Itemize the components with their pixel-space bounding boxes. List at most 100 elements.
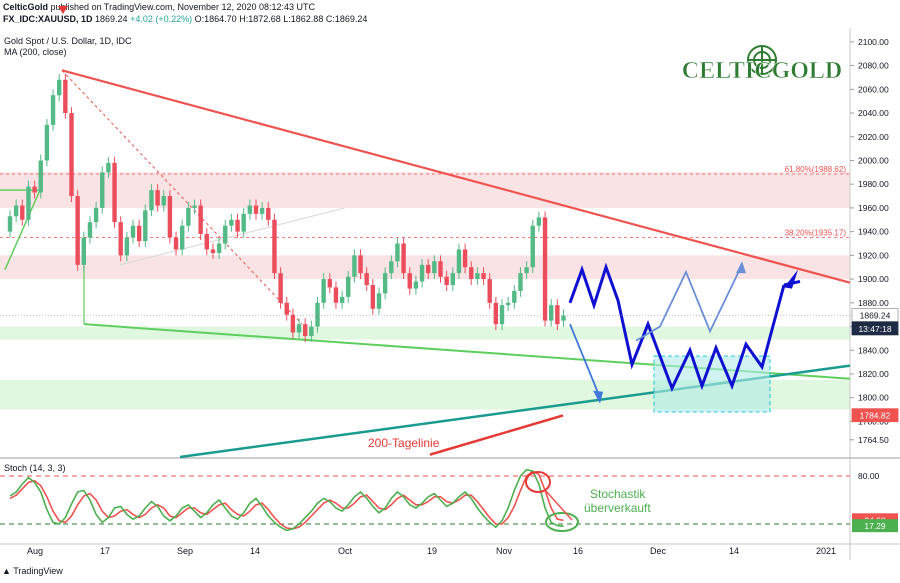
dashed-decline-line — [61, 69, 303, 325]
candle-body — [309, 326, 314, 337]
candle-body — [50, 95, 56, 125]
tradingview-footer: ▲ TradingView — [2, 566, 63, 576]
candle-body — [93, 207, 99, 223]
candle-body — [118, 222, 123, 256]
candle-body — [419, 264, 425, 282]
candle-body — [395, 243, 400, 262]
candle-body — [438, 261, 443, 277]
ohlc-close: C:1869.24 — [325, 14, 368, 24]
fibonacci-label: 61.80%(1988.62) — [785, 165, 847, 174]
x-tick-label: 2021 — [816, 546, 836, 556]
high-marker-icon — [58, 6, 68, 14]
candle-body — [272, 219, 277, 274]
resistance-zone-upper — [0, 172, 850, 208]
candle-body — [549, 305, 554, 321]
stoch-legend: Stoch (14, 3, 3) — [4, 463, 66, 473]
candle-body — [450, 273, 455, 286]
fibonacci-label: 38.20%(1935.17) — [785, 228, 847, 237]
candle-body — [130, 225, 136, 238]
projection-down-path — [569, 323, 601, 399]
candle-body — [136, 225, 142, 242]
candle-body — [456, 249, 462, 274]
y-tick-label: 1900.00 — [858, 274, 889, 284]
candle-body — [266, 207, 271, 220]
candle-body — [524, 267, 529, 274]
ma-200-line-faint — [119, 207, 346, 266]
candle-body — [536, 217, 542, 226]
x-tick-label: 17 — [100, 546, 110, 556]
candle-body — [555, 305, 560, 325]
ma-legend: MA (200, close) — [4, 47, 67, 57]
candle-body — [358, 255, 363, 274]
candle-body — [493, 302, 499, 325]
x-tick-label: Oct — [338, 546, 353, 556]
candle-body — [81, 237, 86, 265]
candle-body — [370, 285, 376, 309]
candle-body — [149, 190, 154, 211]
price-label-box — [851, 321, 899, 336]
candle-body — [13, 205, 19, 217]
overbought-circle — [525, 471, 551, 493]
candle-body — [389, 261, 394, 274]
candle-body — [499, 305, 505, 325]
stoch-annotation-2: überverkauft — [584, 501, 651, 515]
candle-body — [63, 79, 68, 114]
candle-body — [296, 324, 302, 333]
candle-body — [57, 79, 62, 96]
x-tick-label: 16 — [573, 546, 583, 556]
candle-body — [339, 296, 345, 303]
candle-body — [376, 293, 382, 309]
candle-body — [346, 276, 351, 297]
candle-body — [352, 255, 357, 277]
x-tick-label: Nov — [496, 546, 513, 556]
candle-body — [259, 207, 265, 214]
logo-text: CELTICGOLD — [682, 58, 843, 84]
y-tick-label: 2060.00 — [858, 84, 889, 94]
oversold-circle — [545, 512, 579, 532]
candle-body — [530, 225, 535, 268]
y-tick-label: 2000.00 — [858, 155, 889, 165]
candle-body — [223, 225, 228, 244]
stoch-k-line — [9, 468, 564, 532]
candle-body — [155, 190, 160, 206]
candle-body — [20, 205, 25, 220]
ohlc-line: FX_IDC:XAUUSD, 1D 1869.24 +4.02 (+0.22%)… — [3, 14, 367, 24]
chart-title: Gold Spot / U.S. Dollar, 1D, IDC — [4, 36, 132, 46]
candle-body — [444, 276, 449, 286]
y-tick-label: 1980.00 — [858, 179, 889, 189]
price-change: +4.02 (+0.22%) — [130, 14, 193, 24]
tradingview-brand: TradingView — [13, 566, 63, 576]
candle-body — [462, 249, 468, 268]
candle-body — [247, 205, 253, 214]
candle-body — [542, 217, 548, 321]
candle-body — [38, 160, 43, 193]
stoch-d-line — [9, 470, 564, 530]
candle-body — [561, 315, 566, 321]
candle-body — [290, 314, 296, 333]
ohlc-high: H:1872.68 — [239, 14, 281, 24]
stoch-tick-label: 80.00 — [858, 471, 880, 481]
projection-down-arrowhead — [593, 390, 603, 404]
y-tick-label: 1764.50 — [858, 435, 889, 445]
candle-body — [315, 302, 320, 327]
candle-body — [475, 273, 480, 280]
y-tick-label: 2040.00 — [858, 108, 889, 118]
ohlc-low: L:1862.88 — [283, 14, 324, 24]
candles-group — [7, 73, 566, 342]
candle-body — [192, 205, 197, 208]
price-label-text: 1784.82 — [860, 411, 891, 421]
ma-200-annotation: 200-Tagelinie — [368, 436, 440, 450]
candle-body — [481, 273, 486, 280]
candle-body — [253, 205, 259, 214]
candle-body — [321, 279, 326, 303]
price-label-box — [851, 408, 899, 423]
candle-body — [401, 243, 406, 274]
y-tick-label: 1800.00 — [858, 393, 889, 403]
candle-body — [303, 324, 308, 337]
candle-body — [327, 279, 332, 288]
candle-body — [198, 205, 203, 235]
y-tick-label: 1940.00 — [858, 227, 889, 237]
candle-body — [112, 162, 117, 223]
candle-body — [7, 216, 13, 232]
